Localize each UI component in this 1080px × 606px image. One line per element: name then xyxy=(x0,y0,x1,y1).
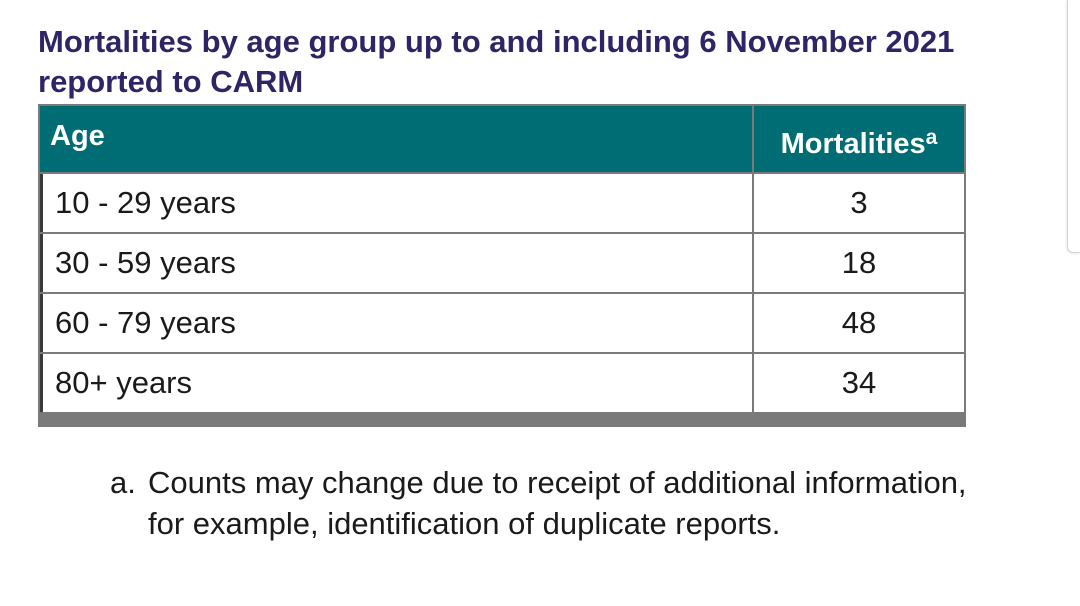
footnote-superscript: a xyxy=(925,126,938,149)
footnote-text: Counts may change due to receipt of addi… xyxy=(148,465,967,541)
table-row: 10 - 29 years 3 xyxy=(40,174,964,232)
mortalities-table: Age Mortalitiesa 10 - 29 years 3 30 - 59… xyxy=(38,104,966,414)
age-cell: 60 - 79 years xyxy=(40,294,752,352)
mortalities-column-header: Mortalitiesa xyxy=(754,106,964,172)
table-row: 80+ years 34 xyxy=(40,354,964,412)
mortalities-cell: 18 xyxy=(754,234,964,292)
footnote: a. Counts may change due to receipt of ad… xyxy=(110,462,1010,544)
age-column-header: Age xyxy=(40,106,752,172)
table-header-row: Age Mortalitiesa xyxy=(40,106,964,172)
mortalities-header-label: Mortalities xyxy=(780,128,926,160)
age-header-label: Age xyxy=(50,120,105,152)
footnote-marker: a. xyxy=(110,465,136,500)
mortalities-cell: 48 xyxy=(754,294,964,352)
age-cell: 30 - 59 years xyxy=(40,234,752,292)
page-title: Mortalities by age group up to and inclu… xyxy=(38,24,955,99)
table-row: 60 - 79 years 48 xyxy=(40,294,964,352)
mortalities-cell: 34 xyxy=(754,354,964,412)
age-cell: 10 - 29 years xyxy=(40,174,752,232)
table-row: 30 - 59 years 18 xyxy=(40,234,964,292)
mortalities-cell: 3 xyxy=(754,174,964,232)
scrollbar-handle[interactable] xyxy=(1067,0,1080,253)
mortalities-table-container: Age Mortalitiesa 10 - 29 years 3 30 - 59… xyxy=(38,104,966,427)
age-cell: 80+ years xyxy=(40,354,752,412)
